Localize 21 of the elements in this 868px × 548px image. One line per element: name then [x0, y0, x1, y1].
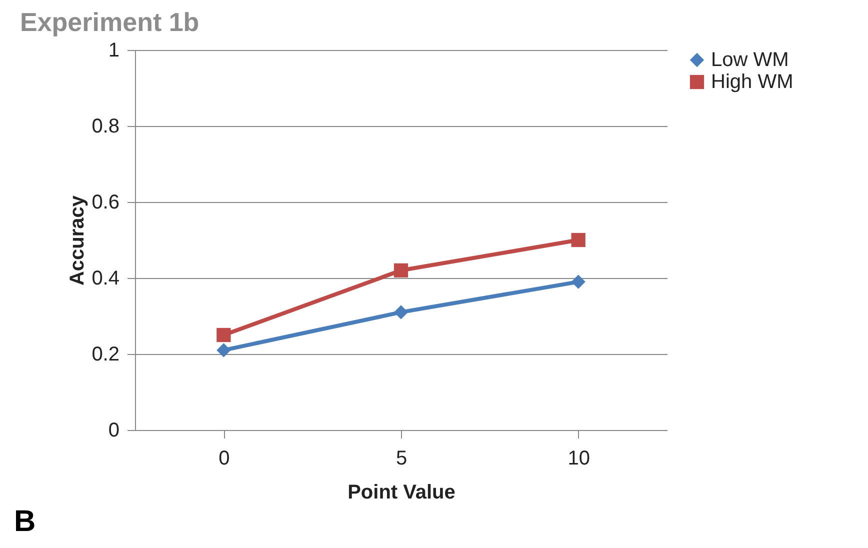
point	[216, 328, 231, 342]
point	[394, 263, 408, 278]
legend-label: High WM	[711, 71, 794, 93]
y-axis-title: Accuracy	[66, 194, 89, 286]
y-tick-label: 0.4	[92, 268, 120, 290]
y-tick-label: 1	[108, 40, 120, 62]
y-tick-label: 0.6	[92, 192, 120, 214]
y-tick-label: 0	[108, 420, 120, 442]
point	[571, 232, 586, 248]
point	[571, 274, 586, 289]
x-tick-label: 5	[396, 448, 408, 470]
chart-title: Experiment 1b	[20, 7, 200, 37]
y-tick-label: 0.2	[92, 344, 120, 366]
text: B	[14, 505, 36, 539]
point	[394, 305, 408, 320]
x-axis-title: Point Value	[348, 482, 456, 504]
y-tick-label: 0.8	[92, 116, 120, 138]
legend-label: Low WM	[711, 49, 789, 71]
x-tick-label: 0	[218, 448, 230, 470]
point	[216, 343, 231, 358]
x-tick-label: 10	[568, 448, 590, 470]
